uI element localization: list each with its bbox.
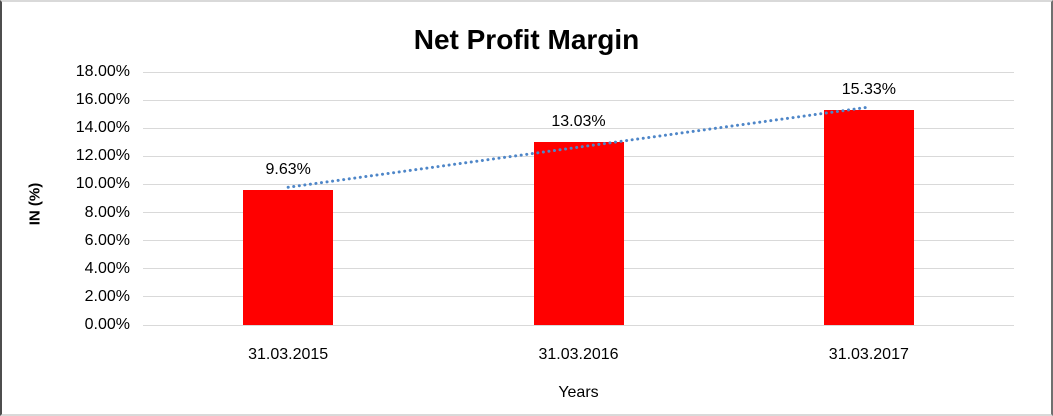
y-tick-label: 14.00%: [75, 119, 130, 137]
y-tick-label: 8.00%: [84, 203, 130, 221]
x-axis-tick-labels: 31.03.2015 31.03.2016 31.03.2017: [143, 346, 1014, 366]
y-tick-label: 18.00%: [75, 63, 130, 80]
x-tick-label: 31.03.2016: [538, 346, 619, 363]
plot-area: 9.63% 13.03% 15.33%: [143, 71, 1014, 326]
trendline: [286, 105, 871, 189]
data-label: 9.63%: [265, 160, 311, 178]
gridline: [143, 71, 1014, 73]
y-axis-title: IN (%): [26, 182, 44, 226]
bar-31.03.2016: [533, 141, 624, 325]
y-tick-label: 16.00%: [75, 91, 130, 109]
bar-31.03.2017: [823, 109, 914, 325]
y-tick-label: 0.00%: [84, 316, 130, 333]
y-tick-label: 12.00%: [75, 147, 130, 165]
gridline: [143, 324, 1014, 326]
y-tick-label: 10.00%: [75, 175, 130, 193]
gridline: [143, 99, 1014, 101]
y-axis-tick-labels: 0.00% 2.00% 4.00% 6.00% 8.00% 10.00% 12.00% 14.…: [52, 63, 130, 333]
data-label: 15.33%: [841, 80, 896, 98]
bar-31.03.2015: [243, 189, 334, 325]
y-tick-label: 4.00%: [84, 259, 130, 277]
x-axis-title: Years: [558, 384, 599, 401]
x-tick-label: 31.03.2017: [828, 346, 909, 363]
chart-title: Net Profit Margin: [413, 24, 640, 55]
y-tick-label: 2.00%: [84, 287, 130, 305]
gridline: [143, 127, 1014, 129]
data-label: 13.03%: [551, 112, 606, 130]
x-tick-label: 31.03.2015: [248, 346, 329, 363]
y-tick-label: 6.00%: [84, 231, 130, 249]
